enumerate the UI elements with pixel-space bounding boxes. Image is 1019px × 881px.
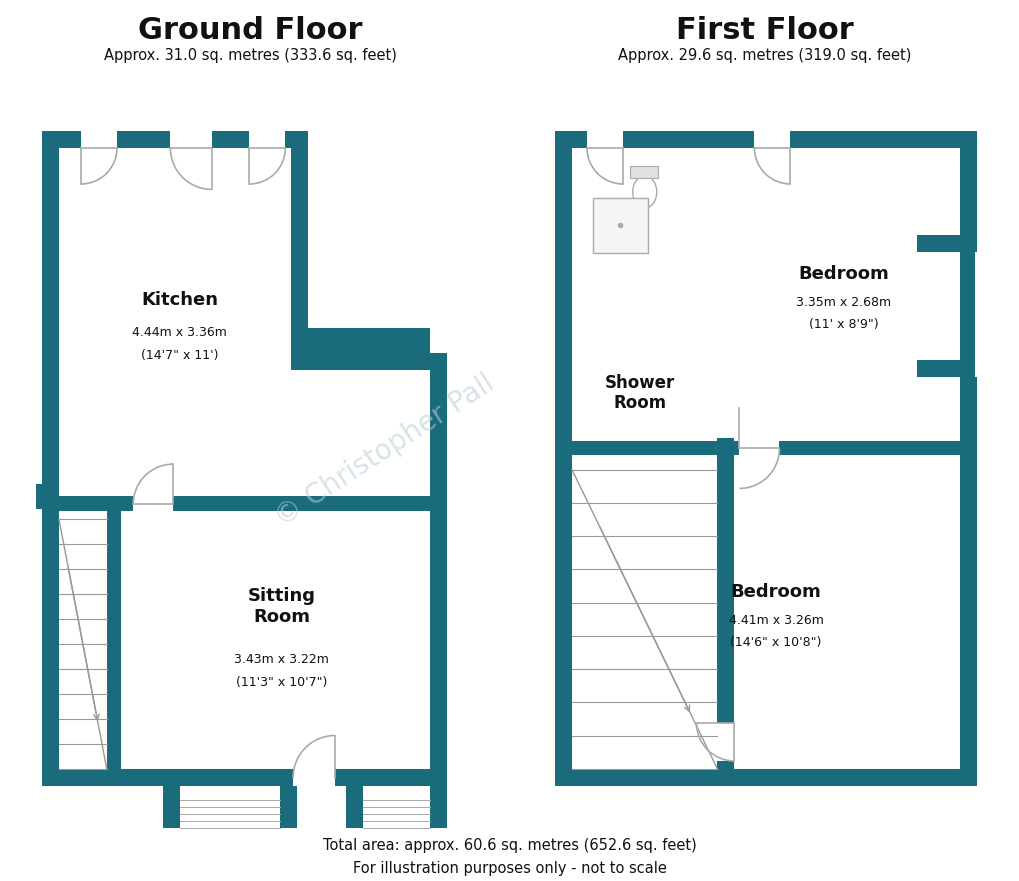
Bar xyxy=(754,129,790,148)
Bar xyxy=(163,769,297,828)
Bar xyxy=(554,131,572,786)
Text: Approx. 31.0 sq. metres (333.6 sq. feet): Approx. 31.0 sq. metres (333.6 sq. feet) xyxy=(104,48,396,63)
Bar xyxy=(739,439,779,455)
Bar xyxy=(81,129,117,148)
Text: 4.44m x 3.36m: 4.44m x 3.36m xyxy=(132,326,227,338)
Bar xyxy=(629,166,657,178)
Text: Sitting
Room: Sitting Room xyxy=(248,588,315,626)
Bar xyxy=(917,235,959,252)
Bar xyxy=(959,131,976,786)
Text: 3.43m x 3.22m: 3.43m x 3.22m xyxy=(234,654,329,666)
Bar xyxy=(36,484,59,509)
Bar xyxy=(292,767,335,786)
Bar xyxy=(554,131,976,786)
Bar xyxy=(430,769,446,828)
Bar xyxy=(572,440,959,455)
Bar xyxy=(430,370,446,786)
Text: Approx. 29.6 sq. metres (319.0 sq. feet): Approx. 29.6 sq. metres (319.0 sq. feet) xyxy=(618,48,911,63)
Bar xyxy=(42,769,446,786)
Bar xyxy=(716,723,736,761)
Bar xyxy=(107,511,121,769)
Text: Shower
Room: Shower Room xyxy=(604,374,675,412)
Bar xyxy=(249,129,285,148)
Ellipse shape xyxy=(632,176,656,208)
Text: (14'6" x 10'8"): (14'6" x 10'8") xyxy=(730,635,821,648)
Bar xyxy=(959,148,976,252)
Bar xyxy=(42,131,446,786)
Text: (14'7" x 11'): (14'7" x 11') xyxy=(141,349,218,362)
Bar xyxy=(959,376,976,440)
Bar xyxy=(917,359,959,376)
Text: 3.35m x 2.68m: 3.35m x 2.68m xyxy=(796,296,891,309)
Bar xyxy=(592,198,647,253)
Bar xyxy=(308,353,446,370)
Bar xyxy=(554,769,976,786)
Bar xyxy=(308,328,430,370)
Bar xyxy=(363,786,430,828)
Bar xyxy=(42,131,59,786)
Bar xyxy=(133,494,173,511)
Text: (11'3" x 10'7"): (11'3" x 10'7") xyxy=(235,677,327,689)
Text: Bedroom: Bedroom xyxy=(730,583,820,601)
Text: 4.41m x 3.26m: 4.41m x 3.26m xyxy=(728,613,822,626)
Bar xyxy=(180,786,280,828)
Bar xyxy=(716,438,734,769)
Text: For illustration purposes only - not to scale: For illustration purposes only - not to … xyxy=(353,861,666,876)
Text: First Floor: First Floor xyxy=(676,16,853,45)
Bar xyxy=(59,497,430,511)
Text: (11' x 8'9"): (11' x 8'9") xyxy=(808,318,877,331)
Bar xyxy=(629,166,657,178)
Bar xyxy=(170,129,212,148)
Bar xyxy=(42,131,308,148)
Text: Total area: approx. 60.6 sq. metres (652.6 sq. feet): Total area: approx. 60.6 sq. metres (652… xyxy=(323,838,696,853)
Bar xyxy=(363,811,430,828)
Bar xyxy=(586,129,623,148)
Text: Kitchen: Kitchen xyxy=(141,292,218,309)
Text: Bedroom: Bedroom xyxy=(798,265,889,284)
Text: © Christopher Pall: © Christopher Pall xyxy=(270,369,499,532)
Bar xyxy=(290,131,308,370)
Text: Ground Floor: Ground Floor xyxy=(138,16,362,45)
Bar xyxy=(345,769,363,828)
Bar xyxy=(974,252,1009,376)
Bar xyxy=(554,131,976,148)
